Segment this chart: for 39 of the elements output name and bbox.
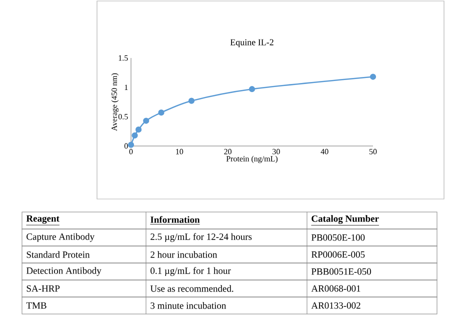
y-tick-label: 0 — [124, 143, 128, 149]
point — [370, 74, 376, 80]
x-tick-label: 40 — [320, 148, 328, 154]
text: SA-HRP — [26, 285, 60, 292]
x-tick-label: 10 — [176, 148, 184, 154]
point — [188, 98, 195, 104]
text: AR0068-001 — [311, 285, 360, 292]
text: 2.5 µg/mL for 12-24 hours — [150, 233, 252, 242]
x-axis-title: Protein (ng/mL) — [226, 156, 278, 164]
y-tick-label: 1 — [124, 84, 128, 90]
point — [128, 142, 134, 148]
text: Catalog Number — [312, 215, 379, 224]
text: PBB0051E-050 — [311, 268, 372, 275]
text: Detection Antibody — [26, 267, 102, 276]
point — [248, 86, 256, 92]
text: AR0133-002 — [311, 302, 360, 309]
text: RP0006E-005 — [311, 251, 365, 258]
point — [136, 126, 142, 133]
text: Capture Antibody — [26, 233, 95, 242]
chart-title: Equine IL-2 — [230, 39, 274, 48]
x-tick-label: 0 — [129, 148, 133, 154]
text: Standard Protein — [26, 251, 90, 258]
point — [143, 118, 150, 124]
y-tick-label: 1.5 — [118, 55, 128, 61]
text: PB0050E-100 — [311, 234, 365, 241]
text: Use as recommended. — [150, 285, 234, 292]
text: 0.1 µg/mL for 1 hour — [150, 267, 231, 276]
x-tick-label: 30 — [272, 148, 280, 154]
x-tick-label: 20 — [224, 148, 232, 154]
y-axis-title: Average (450 nm) — [111, 73, 119, 131]
point — [158, 110, 164, 116]
y-tick-label: 0.5 — [118, 114, 128, 120]
text: TMB — [26, 302, 46, 309]
x-tick-label: 50 — [369, 148, 377, 154]
text: 2 hour incubation — [150, 251, 218, 258]
point — [132, 132, 138, 138]
text: 3 minute incubation — [150, 302, 226, 309]
text: Reagent — [26, 215, 60, 224]
text: Information — [150, 216, 200, 223]
